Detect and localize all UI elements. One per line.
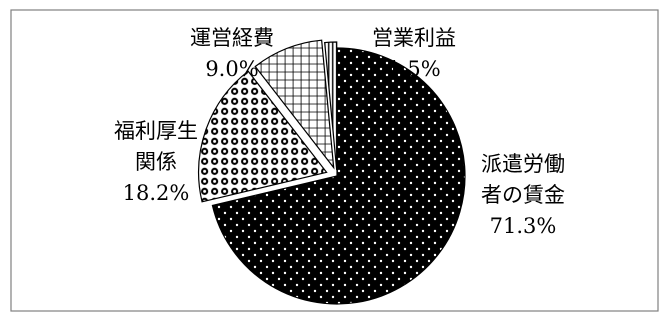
pie-label-1-line-1: 派遣労働 (481, 152, 565, 176)
pie-label-3-line-1: 運営経費 (190, 26, 274, 50)
pie-slice-4 (324, 41, 338, 171)
pie-label-1-line-3: 71.3% (490, 214, 557, 238)
pie-label-2: 福利厚生関係 18.2% (114, 119, 198, 205)
pie-label-4-line-2: 1.5% (387, 57, 440, 81)
pie-label-3-line-2: 9.0% (205, 57, 258, 81)
pie-labels: 派遣労働者の賃金 71.3% 福利厚生関係 18.2% 運営経費 9.0% 営業利益 1.5% (114, 26, 565, 238)
pie-label-1-line-2: 者の賃金 (481, 183, 565, 207)
pie-label-4: 営業利益 1.5% (372, 26, 456, 81)
pie-slice-3 (254, 39, 335, 170)
pie-slices (198, 39, 466, 305)
pie-label-3: 運営経費 9.0% (190, 26, 274, 81)
pie-label-4-line-1: 営業利益 (372, 26, 456, 50)
pie-label-2-line-1: 福利厚生 (114, 119, 198, 143)
pie-label-2-line-2: 関係 (135, 150, 177, 174)
pie-label-1: 派遣労働者の賃金 71.3% (481, 152, 565, 238)
pie-slice-1 (211, 47, 466, 305)
pie-slice-2 (198, 70, 328, 203)
pie-label-2-line-3: 18.2% (123, 181, 190, 205)
